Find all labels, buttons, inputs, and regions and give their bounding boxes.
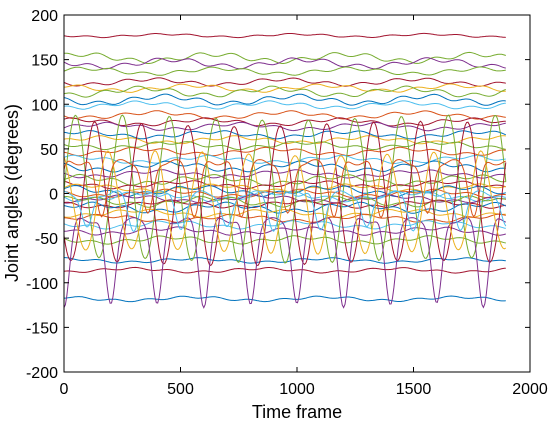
series-line-39 (63, 217, 507, 309)
series-line-8 (63, 100, 506, 110)
series-line-13 (63, 135, 506, 145)
y-tick-label: -50 (35, 231, 58, 248)
series-line-36 (64, 295, 506, 303)
series-line-1 (63, 51, 506, 64)
series-line-33 (63, 235, 506, 245)
x-axis-ticks: 0 500 1000 1500 2000 (60, 15, 548, 398)
series-line-9 (63, 110, 506, 120)
x-tick-label: 2000 (512, 381, 548, 398)
series-line-15 (63, 146, 506, 157)
y-tick-label: -200 (26, 365, 58, 382)
series-line-6 (63, 85, 506, 98)
y-tick-label: 0 (49, 187, 58, 204)
series-line-14 (63, 141, 506, 151)
y-tick-label: -150 (26, 320, 58, 337)
series-line-20 (63, 180, 506, 190)
series-line-0 (63, 32, 506, 39)
plot-lines (63, 32, 507, 309)
y-tick-label: 50 (40, 142, 58, 159)
series-line-3 (63, 66, 506, 76)
series-line-17 (63, 160, 506, 173)
x-tick-label: 500 (167, 381, 194, 398)
series-line-2 (63, 57, 506, 70)
series-line-40 (63, 150, 507, 255)
x-tick-label: 1000 (279, 381, 315, 398)
series-line-42 (63, 159, 506, 219)
series-line-4 (63, 77, 506, 87)
y-tick-label: -100 (26, 276, 58, 293)
y-axis-ticks: -200 -150 -100 -50 0 50 100 150 200 (26, 8, 530, 382)
series-line-5 (64, 83, 506, 93)
series-line-11 (63, 121, 506, 132)
series-line-35 (63, 266, 506, 274)
series-line-7 (63, 93, 506, 106)
series-line-10 (63, 117, 506, 127)
series-line-18 (63, 169, 506, 179)
y-tick-label: 150 (31, 53, 58, 70)
series-line-37 (63, 114, 507, 264)
series-line-27 (63, 199, 506, 209)
x-axis-label: Time frame (252, 402, 342, 422)
y-axis-label: Joint angles (degrees) (2, 104, 22, 282)
y-tick-label: 200 (31, 8, 58, 25)
x-tick-label: 0 (60, 381, 69, 398)
series-line-29 (63, 208, 506, 218)
series-line-28 (63, 201, 507, 214)
series-line-19 (63, 173, 506, 187)
y-tick-label: 100 (31, 97, 58, 114)
x-tick-label: 1500 (396, 381, 432, 398)
